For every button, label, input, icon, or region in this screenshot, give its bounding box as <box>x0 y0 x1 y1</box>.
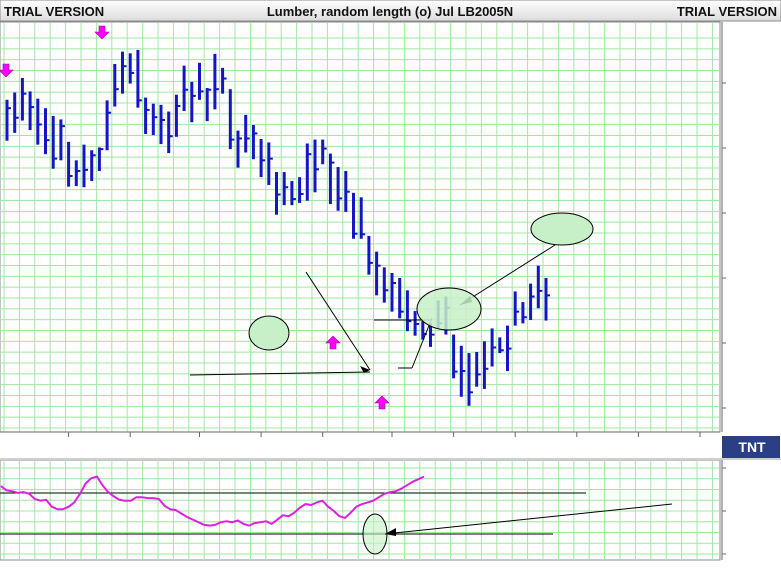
buy-signal-arrow <box>325 335 341 350</box>
price-axis <box>721 22 726 432</box>
sl-pointer-line <box>459 244 556 306</box>
sell-signal-arrow <box>0 63 14 78</box>
svg-text:TNT: TNT <box>738 439 766 455</box>
rsi-line <box>0 475 425 527</box>
stop-ellipse <box>416 287 482 331</box>
header-trial-left: TRIAL VERSION <box>4 4 104 19</box>
buy-ellipse <box>248 315 290 351</box>
price-bars <box>5 49 550 406</box>
sl-ellipse <box>530 212 594 246</box>
buy-level-line <box>189 371 371 376</box>
sell-signal-arrow <box>94 25 110 40</box>
tnt-logo: TNT <box>722 436 780 458</box>
rsi-panel <box>0 458 781 561</box>
panel-separator <box>0 458 781 460</box>
trend-arrow-head <box>360 366 370 373</box>
rsi-arrow-head <box>385 528 396 536</box>
header-bar <box>0 0 781 22</box>
chart-title: Lumber, random length (o) Jul LB2005N <box>267 4 513 19</box>
buy-signal-arrow <box>374 395 390 410</box>
header-trial-right: TRIAL VERSION <box>677 4 777 19</box>
annotations <box>0 25 594 410</box>
price-connector <box>411 317 433 369</box>
trend-arrow-line <box>305 271 371 371</box>
rsi-ellipse <box>362 513 388 555</box>
rsi-pointer-line <box>384 503 673 535</box>
date-axis <box>0 431 720 437</box>
